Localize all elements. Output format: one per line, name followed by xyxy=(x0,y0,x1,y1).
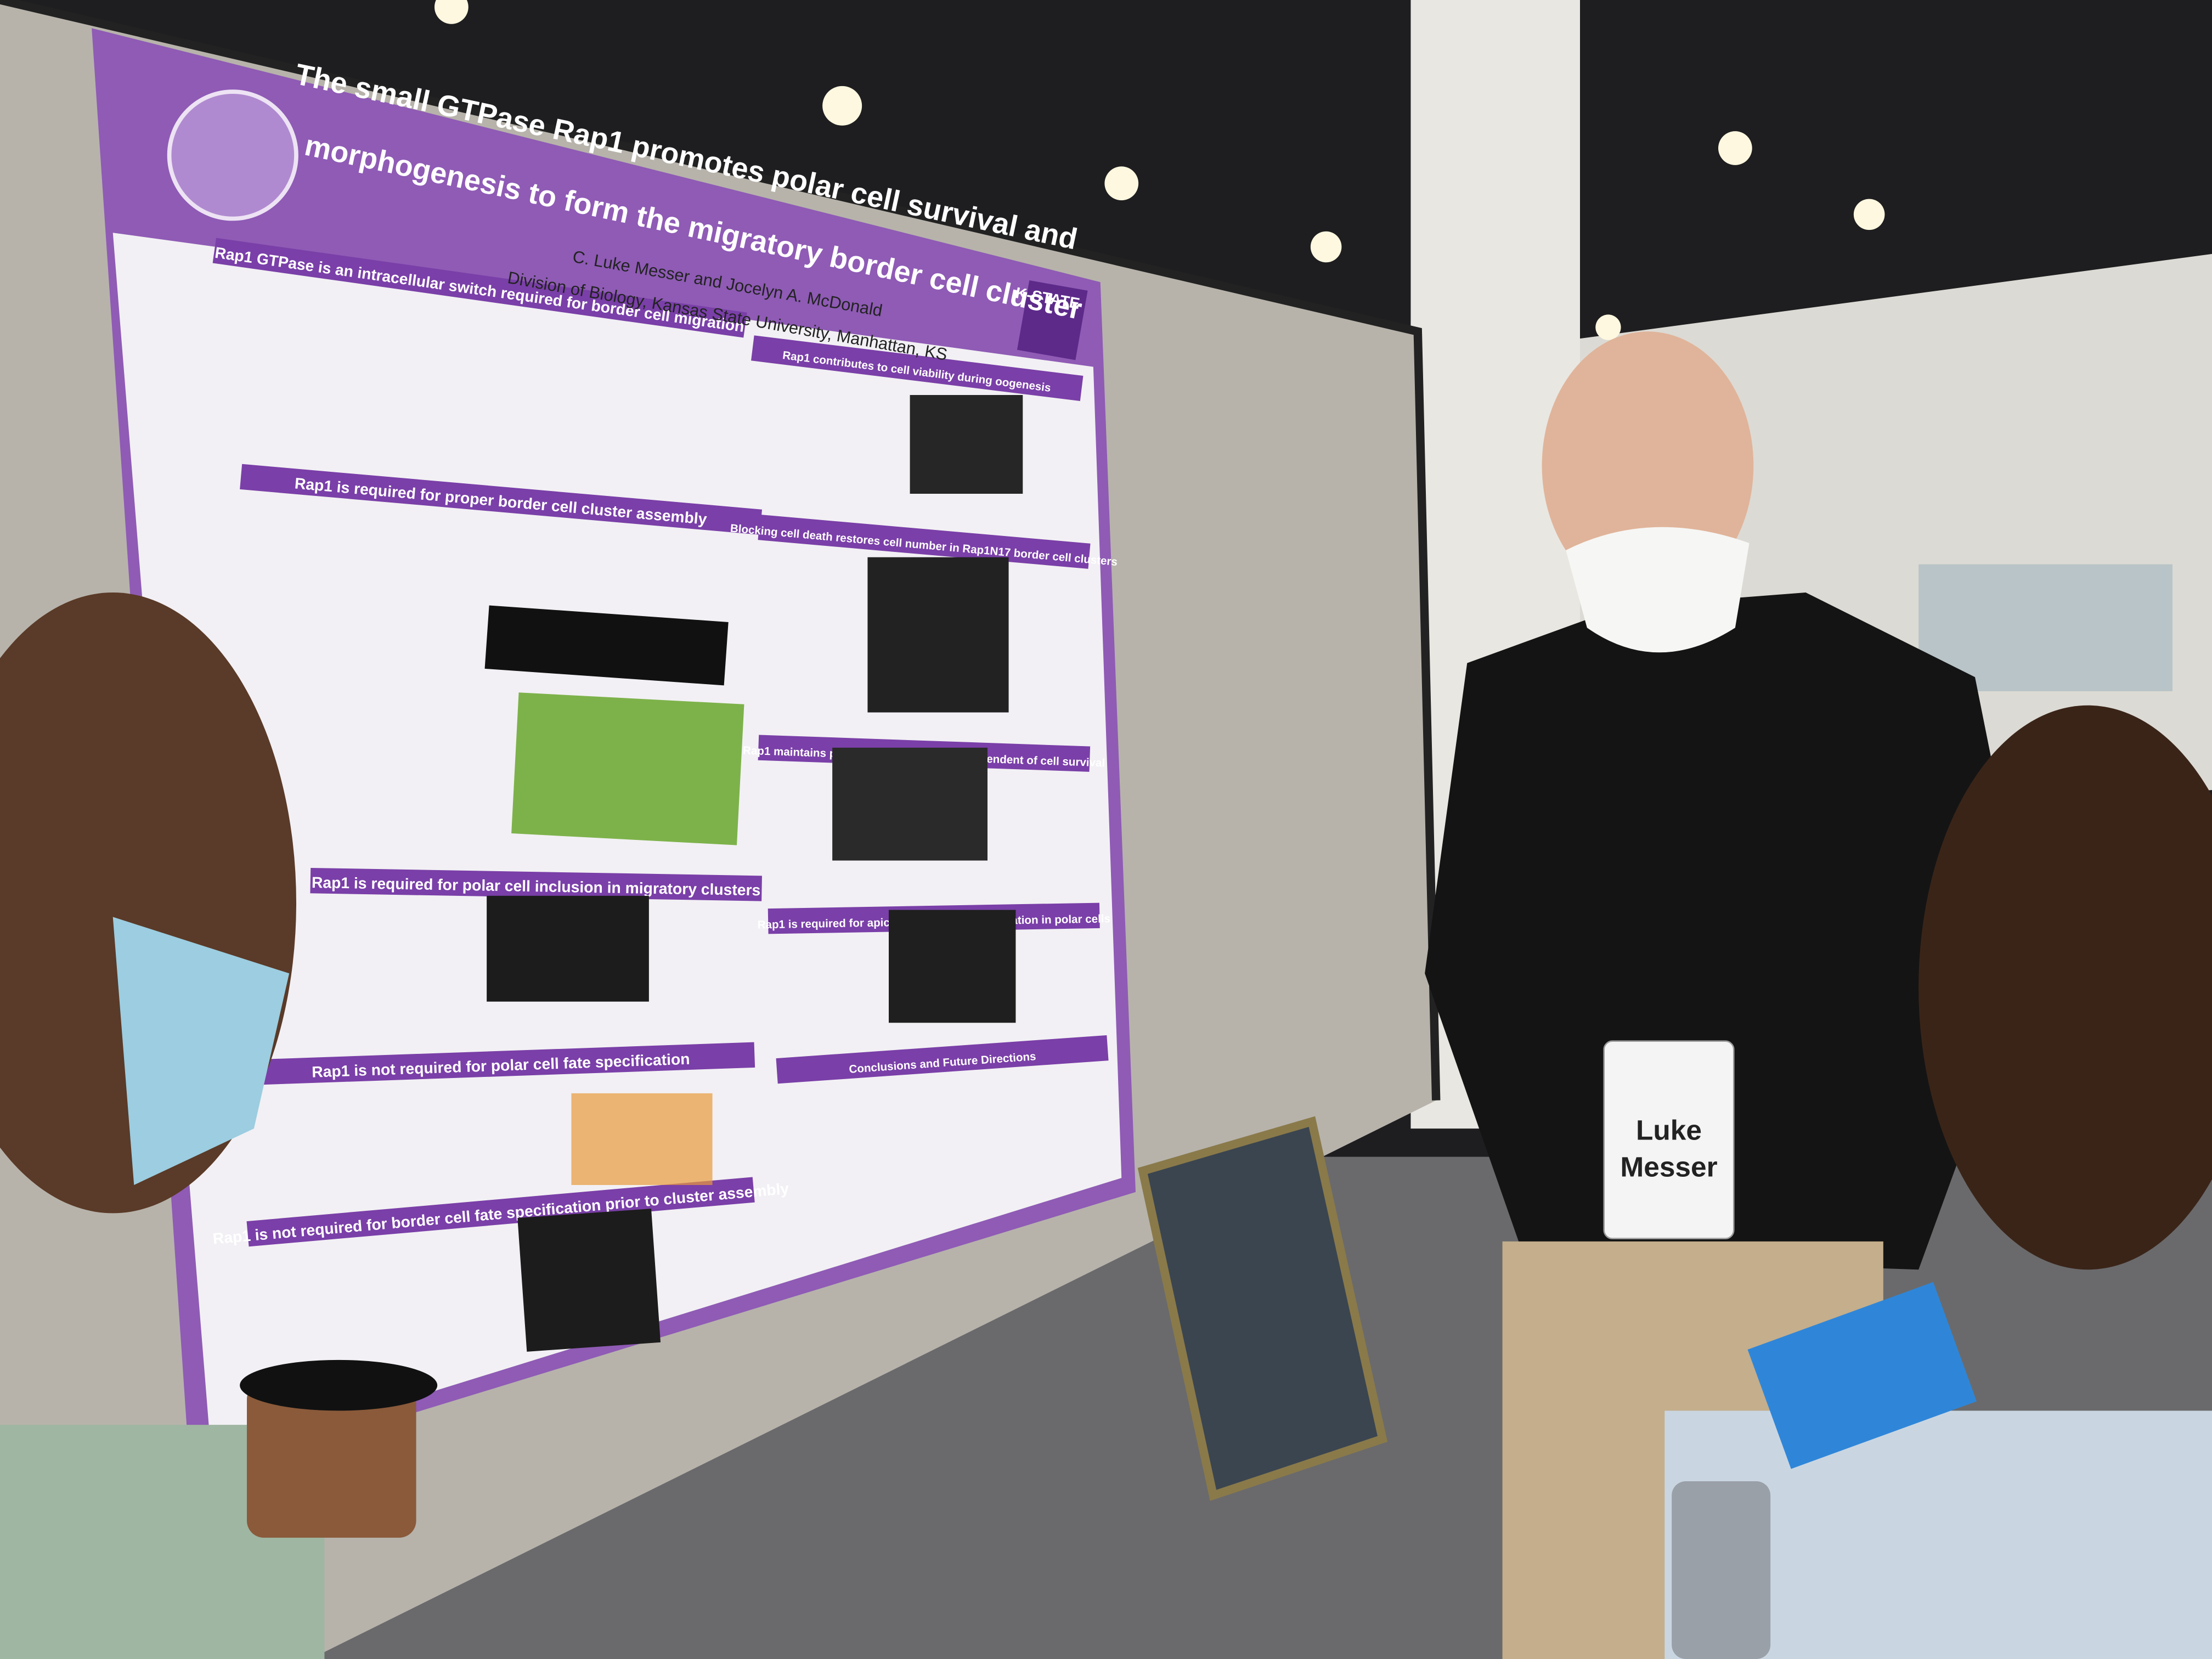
badge-last-name: Messer xyxy=(1620,1151,1717,1183)
person-right xyxy=(1664,705,2212,1659)
section-heading: Rap1 is required for polar cell inclusio… xyxy=(310,867,762,901)
board-frame xyxy=(0,0,1441,1101)
section-bar xyxy=(776,1035,1109,1084)
chair xyxy=(1137,1116,1388,1501)
logo-box xyxy=(1017,280,1088,360)
section-bar xyxy=(246,1177,755,1247)
section-bar xyxy=(212,238,747,338)
badge-first-name: Luke xyxy=(1636,1114,1702,1146)
section-bar xyxy=(240,464,763,535)
ceiling-lights xyxy=(435,0,1885,340)
figures xyxy=(484,395,1023,1352)
section-heading: Conclusions and Future Directions xyxy=(776,1035,1109,1084)
seal xyxy=(167,89,298,221)
section-bar xyxy=(758,515,1091,569)
person-left xyxy=(0,592,438,1659)
section-bar xyxy=(751,335,1084,401)
section-bar xyxy=(310,867,762,901)
section-bar xyxy=(246,1042,755,1086)
